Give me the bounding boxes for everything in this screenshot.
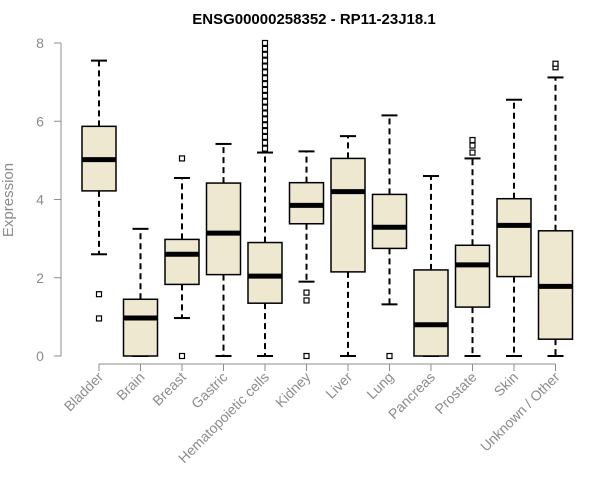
iqr-box xyxy=(164,238,200,286)
x-tick-label: Unknown / Other xyxy=(477,369,563,455)
outlier-point xyxy=(469,136,476,144)
iqr-box xyxy=(330,157,366,273)
x-tick-label: Prostate xyxy=(431,369,479,417)
box-lung xyxy=(371,114,408,360)
outlier-point xyxy=(95,315,103,322)
y-tick-label: 4 xyxy=(36,192,44,208)
box-gastric xyxy=(205,142,242,357)
outlier-point xyxy=(261,75,269,82)
outlier-point xyxy=(261,80,269,88)
outlier-point xyxy=(261,127,269,135)
x-tick-label: Breast xyxy=(149,369,189,409)
iqr-box xyxy=(205,182,242,276)
outlier-point xyxy=(261,51,269,58)
outlier-point xyxy=(261,45,269,52)
outlier-point xyxy=(261,116,269,123)
outlier-point xyxy=(303,352,310,360)
outlier-point xyxy=(261,110,269,117)
iqr-box xyxy=(496,197,532,278)
outlier-point xyxy=(552,60,559,67)
outlier-point xyxy=(178,352,186,360)
iqr-box xyxy=(371,193,408,250)
y-tick-label: 8 xyxy=(36,35,44,51)
outlier-point xyxy=(386,352,393,360)
outlier-point xyxy=(261,57,269,64)
x-tick-label: Brain xyxy=(113,369,147,403)
iqr-box xyxy=(454,244,491,308)
box-breast xyxy=(164,155,200,360)
box-brain xyxy=(122,227,159,357)
outlier-point xyxy=(261,92,269,99)
outlier-point xyxy=(261,86,269,94)
outlier-point xyxy=(261,104,269,111)
boxes xyxy=(81,39,574,360)
outlier-point xyxy=(178,155,186,162)
outlier-point xyxy=(261,63,269,70)
box-liver xyxy=(330,135,366,357)
box-unknown-other xyxy=(537,60,574,357)
y-tick-label: 6 xyxy=(36,113,44,129)
outlier-point xyxy=(303,289,310,296)
outlier-point xyxy=(261,145,269,152)
outlier-point xyxy=(261,98,269,105)
iqr-box xyxy=(247,241,283,304)
x-tick-label: Lung xyxy=(363,369,396,402)
x-tick-label: Bladder xyxy=(61,369,107,415)
outlier-point xyxy=(261,133,269,140)
outlier-point xyxy=(303,297,310,304)
iqr-box xyxy=(413,269,449,357)
box-bladder xyxy=(81,59,117,322)
y-tick-label: 2 xyxy=(36,270,44,286)
chart-title: ENSG00000258352 - RP11-23J18.1 xyxy=(192,11,436,28)
y-tick-label: 0 xyxy=(36,348,44,364)
x-tick-label: Liver xyxy=(322,369,355,402)
x-tick-label: Kidney xyxy=(272,369,314,411)
box-hematopoietic-cells xyxy=(247,39,283,357)
x-tick-label: Skin xyxy=(491,369,522,400)
y-axis: 0 2 4 6 8 xyxy=(36,35,62,364)
y-axis-label: Expression xyxy=(0,163,17,237)
box-pancreas xyxy=(413,175,449,357)
outlier-point xyxy=(261,122,269,129)
outlier-point xyxy=(261,139,269,146)
box-skin xyxy=(496,98,532,357)
iqr-box xyxy=(122,298,159,357)
outlier-point xyxy=(261,69,269,76)
box-prostate xyxy=(454,136,491,357)
outlier-point xyxy=(95,291,103,298)
box-kidney xyxy=(288,150,325,360)
outlier-point xyxy=(469,142,476,149)
outlier-point xyxy=(261,39,269,47)
outlier-point xyxy=(469,149,476,156)
